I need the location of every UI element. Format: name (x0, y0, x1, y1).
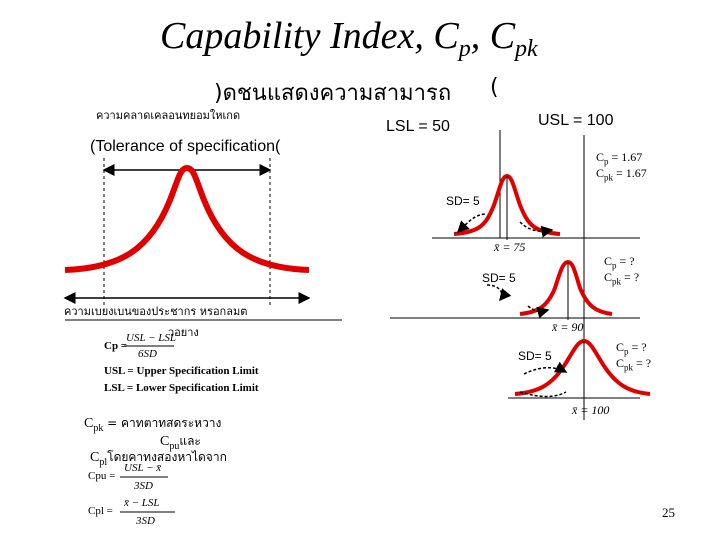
curve-3-cp: Cp = ? (616, 340, 647, 356)
usl-definition: USL = Upper Specification Limit (104, 365, 259, 377)
curve-1-group (432, 173, 640, 240)
curve-1-sd-label: SD= 5 (446, 194, 480, 208)
curve-2-cpk-val: = ? (621, 270, 640, 284)
tolerance-thai-label: ความคลาดเคลอนทยอมใหเกด (96, 109, 241, 122)
curve-2-sd-arrow (486, 284, 512, 302)
curve-1-cp-c: C (596, 150, 605, 164)
curve-3-group (508, 338, 651, 420)
curve-3-cpk-c: C (616, 356, 625, 370)
curve-3-sd-arrow-bottom (519, 391, 567, 398)
cp-formula-numerator: USL − LSL (126, 332, 177, 344)
usl-label: USL = 100 (538, 112, 614, 129)
curve-2-sd-arrow-right (527, 305, 550, 319)
cpu-formula-numerator: USL − x̄ (124, 462, 162, 474)
curve-2-cp-val: = ? (616, 254, 635, 268)
spread-label-line2: วอยาง (168, 326, 199, 339)
cpk-def-rest3: โดยคาทงสองหาไดจาก (107, 450, 227, 464)
curve-3-cp-c: C (616, 340, 625, 354)
cpk-def-sub1: pk (93, 422, 104, 434)
cpk-def-c1: C (84, 416, 94, 431)
cpl-formula-numerator: x̄ − LSL (124, 497, 160, 509)
cpk-definition-line3: Cplโดยคาทงสองหาไดจาก (90, 448, 227, 468)
curve-2-mean-label: x̄ = 90 (552, 320, 584, 334)
curve-1-sd-arrow (456, 213, 486, 234)
curve-1-mean-label: x̄ = 75 (494, 240, 526, 254)
curve-1-cp: Cp = 1.67 (596, 150, 642, 166)
curve-2-cp: Cp = ? (604, 254, 635, 270)
big-normal-curve (64, 165, 310, 273)
curve-3-cpk-sub: pk (624, 362, 634, 373)
cp-formula-lhs: Cp = (104, 340, 128, 352)
title-sub-pk: pk (515, 36, 538, 62)
cpk-def-rest1: = คาทตาทสดระหวาง (103, 416, 222, 430)
curve-2-cp-c: C (604, 254, 613, 268)
cpk-definition-line2: Cpuและ (160, 432, 201, 452)
curve-2-group (390, 259, 640, 320)
curve-2 (519, 259, 613, 316)
curve-2-cpk: Cpk = ? (604, 270, 639, 286)
curve-3-cpk-val: = ? (633, 356, 652, 370)
cpu-formula-denominator: 3SD (134, 480, 153, 492)
cpl-formula-denominator: 3SD (136, 515, 155, 527)
tolerance-label: (Tolerance of specification( (90, 138, 281, 155)
lsl-label: LSL = 50 (386, 118, 450, 135)
curve-1-cp-val: = 1.67 (608, 150, 643, 164)
cp-formula-denominator: 6SD (138, 348, 157, 360)
subtitle: )ดชนแสดงความสามารถ (214, 81, 452, 106)
curve-1-cpk: Cpk = 1.67 (596, 166, 647, 182)
curve-2-sd-label: SD= 5 (482, 271, 516, 285)
cpk-def-c2: C (160, 434, 170, 449)
curve-1-cpk-c: C (596, 166, 605, 180)
subtitle-paren: ( (490, 75, 499, 100)
curve-1-cp-sub: p (604, 156, 609, 167)
curve-2-cpk-sub: pk (612, 276, 622, 287)
curve-3-cp-val: = ? (628, 340, 647, 354)
curve-3-cpk: Cpk = ? (616, 356, 651, 372)
curve-2-cpk-c: C (604, 270, 613, 284)
cpk-def-sub3: pl (99, 456, 108, 468)
curve-1-sd-arrow-right (519, 221, 554, 238)
title-text: Capability Index, C (160, 15, 459, 57)
cpu-formula-lhs: Cpu = (88, 470, 116, 482)
title-sep: , C (470, 15, 516, 57)
cpk-def-c3: C (90, 450, 100, 465)
cpl-formula-lhs: Cpl = (88, 505, 113, 517)
cpk-def-sub2: pu (169, 440, 180, 452)
curve-3-cp-sub: p (624, 346, 629, 357)
spread-label-line1: ความเบยงเบนของประชากร หรอกลมต (64, 305, 248, 318)
cpk-def-rest2: และ (179, 434, 201, 448)
curve-2-cp-sub: p (612, 260, 617, 271)
curve-3-mean-label: x̄ = 100 (572, 403, 610, 417)
curve-1-cpk-val: = 1.67 (613, 166, 647, 180)
curve-3-sd-label: SD= 5 (518, 349, 552, 363)
page-number: 25 (662, 505, 675, 520)
lsl-definition: LSL = Lower Specification Limit (104, 382, 259, 394)
curve-1-cpk-sub: pk (604, 172, 614, 183)
title-sub-p: p (458, 36, 471, 62)
page-title: Capability Index, Cp, Cpk (160, 14, 538, 63)
curve-3-sd-arrow (523, 361, 568, 375)
big-normal-curve-group (63, 158, 342, 321)
cpk-definition-line1: Cpk = คาทตาทสดระหวาง (84, 414, 221, 434)
